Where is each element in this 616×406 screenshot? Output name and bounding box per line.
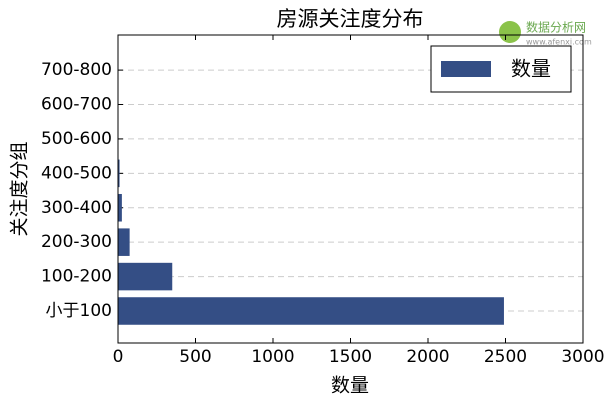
y-tick-label: 小于100 (46, 301, 112, 321)
watermark-url: www.afenxi.com (526, 38, 592, 47)
y-axis-label: 关注度分组 (9, 141, 31, 236)
bar (118, 297, 504, 325)
x-tick-label: 0 (113, 347, 124, 367)
x-tick-label: 2500 (484, 347, 527, 367)
y-tick-label: 300-400 (41, 198, 112, 218)
legend-swatch (441, 61, 491, 77)
x-axis-label: 数量 (331, 375, 369, 397)
y-tick-label: 500-600 (41, 129, 112, 149)
y-tick-label: 100-200 (41, 267, 112, 287)
y-tick-label: 200-300 (41, 232, 112, 252)
legend-label: 数量 (511, 57, 551, 81)
watermark: 数据分析网 www.afenxi.com (499, 20, 592, 47)
x-tick-label: 500 (179, 347, 211, 367)
bar (118, 262, 173, 291)
y-tick-label: 700-800 (41, 60, 112, 80)
bar (118, 228, 130, 256)
x-tick-label: 1000 (251, 347, 294, 367)
bar (118, 193, 122, 222)
y-tick-label: 600-700 (41, 95, 112, 115)
x-tick-label: 1500 (329, 347, 372, 367)
y-tick-label: 400-500 (41, 163, 112, 183)
chart-title: 房源关注度分布 (277, 7, 424, 31)
x-tick-label: 2000 (406, 347, 449, 367)
watermark-name: 数据分析网 (526, 20, 586, 35)
bar (118, 159, 120, 188)
plot-frame (117, 34, 584, 344)
watermark-logo (499, 21, 521, 43)
x-tick-label: 3000 (561, 347, 604, 367)
